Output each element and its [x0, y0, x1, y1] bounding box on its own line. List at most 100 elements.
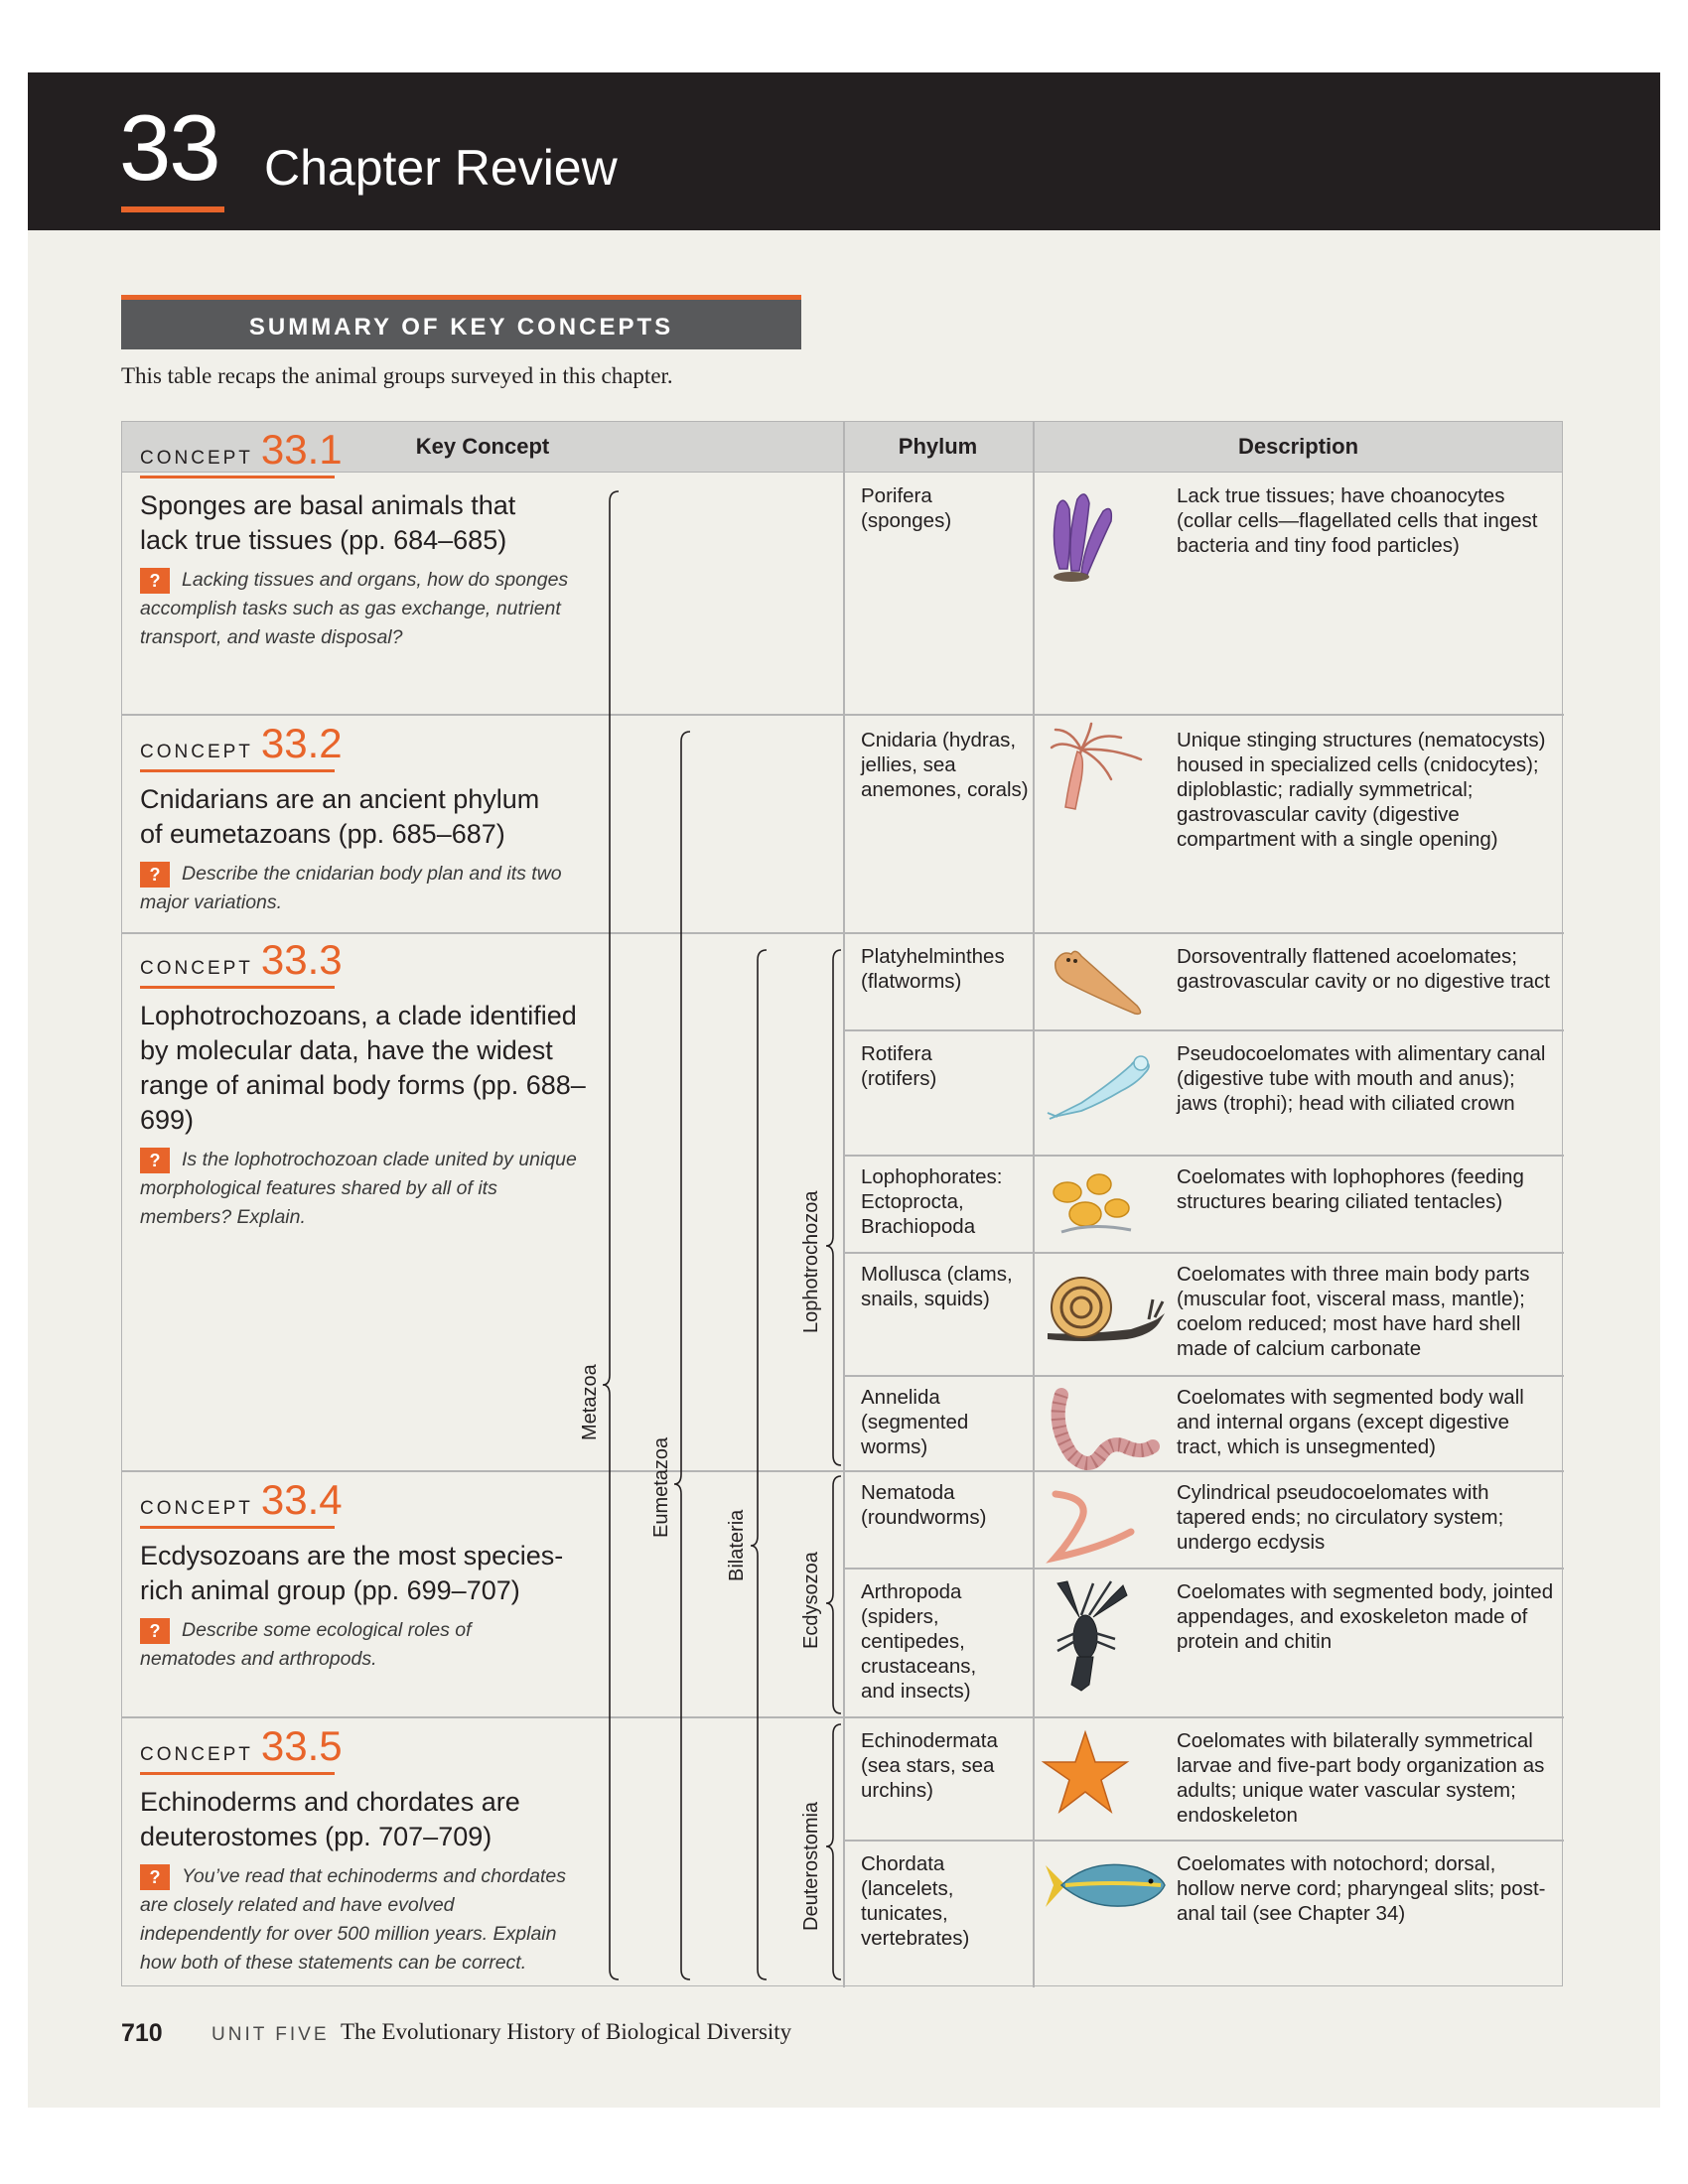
clade-eumetazoa: Eumetazoa	[650, 1436, 672, 1538]
clade-metazoa: Metazoa	[579, 1364, 601, 1440]
concept-title: Lophotrochozoans, a clade identified by …	[140, 1001, 586, 1135]
footer-unit: UNIT FIVE	[211, 2024, 330, 2045]
concept-underline	[140, 1526, 335, 1529]
flatworm-icon	[1055, 950, 1142, 1016]
description-echinodermata: Coelomates with bilaterally symmetrical …	[1177, 1729, 1545, 1827]
concept-33-4: CONCEPT 33.4 Ecdysozoans are the most spe…	[140, 1476, 577, 1674]
concept-33-2: CONCEPT 33.2 Cnidarians are an ancient ph…	[140, 720, 577, 917]
row-divider	[843, 1029, 1564, 1031]
row-divider	[843, 1568, 1564, 1570]
description-rotifera: Pseudocoelomates with alimentary canal (…	[1177, 1042, 1546, 1115]
concept-number: 33.2	[260, 720, 343, 766]
phylum-annelida: Annelida (segmented worms)	[861, 1386, 969, 1458]
ecdysozoa-bracket	[825, 1475, 842, 1714]
sponge-icon	[1053, 493, 1113, 582]
summary-table: Key Concept Phylum Description CONCEPT 33…	[121, 421, 1564, 1987]
concept-underline	[140, 986, 335, 989]
row-divider	[843, 1252, 1564, 1254]
deuterostomia-bracket	[825, 1723, 842, 1980]
header-key-concept: Key Concept	[415, 434, 550, 459]
phylum-rotifera: Rotifera (rotifers)	[861, 1042, 937, 1090]
column-divider	[1033, 422, 1035, 1987]
concept-33-3: CONCEPT 33.3 Lophotrochozoans, a clade id…	[140, 936, 586, 1232]
phylum-echinodermata: Echinodermata (sea stars, sea urchins)	[861, 1729, 998, 1802]
row-divider	[843, 1840, 1564, 1842]
phylum-arthropoda: Arthropoda (spiders, centipedes, crustac…	[861, 1580, 977, 1703]
description-porifera: Lack true tissues; have choanocytes (col…	[1177, 484, 1538, 557]
concept-number: 33.1	[260, 426, 343, 473]
earthworm-icon	[1051, 1388, 1160, 1470]
summary-heading: SUMMARY OF KEY CONCEPTS	[248, 314, 674, 341]
chapter-header	[28, 72, 1660, 230]
question-icon: ?	[140, 567, 170, 594]
phylum-cnidaria: Cnidaria (hydras, jellies, sea anemones,…	[861, 729, 1029, 801]
lophophorate-icon	[1053, 1173, 1132, 1234]
summary-intro: This table recaps the animal groups surv…	[121, 363, 673, 388]
table-header-row: Key Concept Phylum Description	[122, 422, 1562, 473]
concept-label: CONCEPT	[140, 742, 253, 762]
footer-title: The Evolutionary History of Biological D…	[341, 2019, 792, 2044]
eumetazoa-bracket	[673, 731, 691, 1980]
question-icon: ?	[140, 1147, 170, 1173]
description-annelida: Coelomates with segmented body wall and …	[1177, 1386, 1524, 1458]
lophotrochozoa-bracket	[825, 949, 842, 1466]
concept-underline	[140, 1772, 335, 1775]
concept-question: ? You’ve read that echinoderms and chorda…	[140, 1863, 567, 1974]
clade-lophotrochozoa: Lophotrochozoa	[800, 1190, 822, 1333]
concept-question: ? Describe some ecological roles of nemat…	[140, 1617, 472, 1670]
summary-heading-bar: SUMMARY OF KEY CONCEPTS	[121, 295, 801, 349]
phylum-lophophorates: Lophophorates: Ectoprocta, Brachiopoda	[861, 1165, 1003, 1238]
metazoa-bracket	[602, 490, 620, 1980]
row-divider	[122, 1716, 1564, 1718]
clade-deuterostomia: Deuterostomia	[800, 1801, 822, 1931]
chapter-title: Chapter Review	[264, 140, 618, 196]
phylum-mollusca: Mollusca (clams, snails, squids)	[861, 1263, 1013, 1310]
hydra-icon	[1050, 722, 1143, 810]
concept-title: Ecdysozoans are the most species-rich an…	[140, 1541, 564, 1605]
clade-brackets	[602, 490, 842, 1980]
description-cnidaria: Unique stinging structures (nematocysts)…	[1177, 729, 1546, 851]
description-arthropoda: Coelomates with segmented body, jointed …	[1177, 1580, 1554, 1653]
row-divider	[843, 1155, 1564, 1157]
header-description: Description	[1237, 434, 1359, 459]
concept-label: CONCEPT	[140, 448, 253, 469]
description-chordata: Coelomates with notochord; dorsal, hollo…	[1177, 1852, 1546, 1925]
page-number: 710	[121, 2019, 163, 2047]
concept-number: 33.4	[260, 1476, 343, 1523]
concept-title: Echinoderms and chordates are deuterosto…	[140, 1787, 520, 1851]
concept-label: CONCEPT	[140, 1498, 253, 1519]
chapter-number: 33	[119, 95, 221, 200]
concept-question: ? Lacking tissues and organs, how do spon…	[140, 567, 569, 648]
row-divider	[122, 1470, 1564, 1472]
column-divider	[843, 422, 845, 1987]
concept-title: Cnidarians are an ancient phylum of eume…	[140, 784, 540, 849]
snail-icon	[1048, 1277, 1165, 1341]
header-phylum: Phylum	[898, 434, 978, 459]
lobster-icon	[1056, 1580, 1128, 1692]
question-icon: ?	[140, 861, 170, 887]
roundworm-icon	[1046, 1490, 1135, 1564]
phylum-platyhelminthes: Platyhelminthes (flatworms)	[861, 945, 1005, 993]
concept-number: 33.5	[260, 1722, 343, 1769]
concept-label: CONCEPT	[140, 1744, 253, 1765]
concept-title: Sponges are basal animals that lack true…	[140, 490, 516, 555]
question-icon: ?	[140, 1617, 170, 1644]
row-divider	[843, 1375, 1564, 1377]
concept-33-5: CONCEPT 33.5 Echinoderms and chordates ar…	[140, 1722, 577, 1978]
concept-question: ? Describe the cnidarian body plan and it…	[140, 861, 562, 913]
phylum-nematoda: Nematoda (roundworms)	[861, 1481, 987, 1529]
clade-bilateria: Bilateria	[726, 1509, 748, 1581]
description-mollusca: Coelomates with three main body parts (m…	[1177, 1263, 1530, 1360]
phylum-porifera: Porifera (sponges)	[861, 484, 952, 532]
concept-33-1: CONCEPT 33.1 Sponges are basal animals th…	[140, 426, 577, 652]
concept-question: ? Is the lophotrochozoan clade united by …	[140, 1147, 577, 1228]
concept-underline	[140, 769, 335, 772]
concept-underline	[140, 476, 335, 478]
concept-number: 33.3	[260, 936, 343, 983]
chapter-number-underline	[121, 206, 224, 212]
description-lophophorates: Coelomates with lophophores (feeding str…	[1177, 1165, 1524, 1213]
concept-label: CONCEPT	[140, 958, 253, 979]
clade-ecdysozoa: Ecdysozoa	[800, 1552, 822, 1649]
description-platyhelminthes: Dorsoventrally flattened acoelomates; ga…	[1177, 945, 1550, 993]
sea-star-icon	[1042, 1729, 1130, 1815]
